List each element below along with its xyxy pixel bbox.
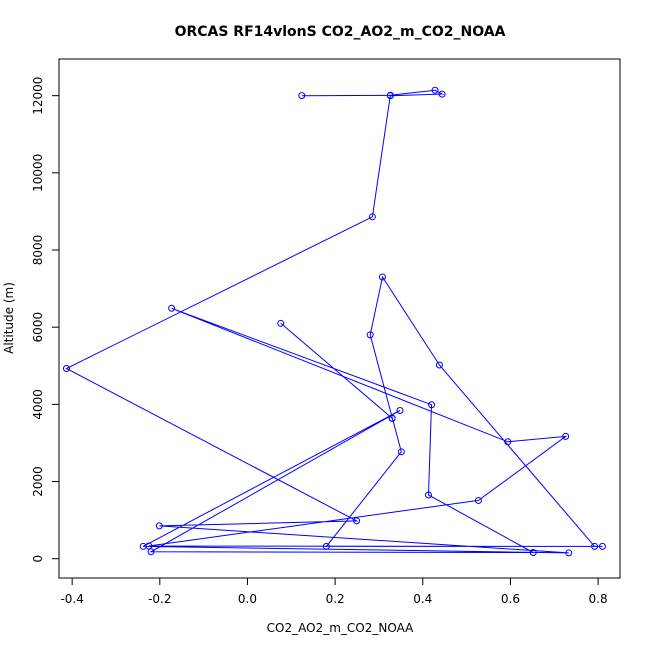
data-point — [431, 86, 439, 94]
x-axis: -0.4 -0.2 0.0 0.2 0.4 0.6 0.8 — [60, 577, 608, 606]
data-point — [397, 448, 405, 456]
y-tick-label: 10000 — [31, 154, 45, 192]
x-tick-label: 0.4 — [413, 592, 432, 606]
y-tick-label: 8000 — [31, 235, 45, 266]
data-point — [438, 90, 446, 98]
data-point — [147, 548, 155, 556]
series-line — [65, 89, 603, 554]
chart-title: ORCAS RF14vlonS CO2_AO2_m_CO2_NOAA — [175, 24, 506, 40]
data-point — [591, 542, 599, 550]
data-point — [353, 517, 361, 525]
data-point — [396, 407, 404, 415]
data-point — [62, 364, 70, 372]
series-line — [280, 322, 393, 419]
y-tick-label: 0 — [31, 555, 45, 563]
x-tick-label: 0.2 — [326, 592, 345, 606]
data-point — [388, 414, 396, 422]
data-point — [598, 542, 606, 550]
data-point — [298, 92, 306, 100]
data-point — [277, 319, 285, 327]
data-point — [368, 213, 376, 221]
data-point — [428, 401, 436, 409]
x-axis-label: CO2_AO2_m_CO2_NOAA — [267, 621, 414, 635]
data-point — [145, 542, 153, 550]
data-point — [474, 496, 482, 504]
data-point — [386, 92, 394, 100]
x-tick-label: 0.0 — [238, 592, 257, 606]
y-axis: 0 2000 4000 6000 8000 10000 12000 — [31, 77, 60, 563]
data-point — [322, 542, 330, 550]
data-point — [565, 549, 573, 557]
data-point — [366, 331, 374, 339]
y-tick-label: 4000 — [31, 389, 45, 420]
x-tick-label: 0.6 — [501, 592, 520, 606]
y-tick-label: 2000 — [31, 466, 45, 497]
data-point — [424, 491, 432, 499]
data-point — [562, 432, 570, 440]
y-axis-label: Altitude (m) — [2, 282, 16, 354]
y-tick-label: 6000 — [31, 312, 45, 343]
data-point — [435, 361, 443, 369]
data-point — [155, 522, 163, 530]
data-point — [529, 549, 537, 557]
x-tick-label: -0.2 — [148, 592, 171, 606]
series-layer — [62, 86, 606, 557]
x-tick-label: -0.4 — [60, 592, 83, 606]
y-tick-label: 12000 — [31, 77, 45, 115]
x-tick-label: 0.8 — [589, 592, 608, 606]
data-point — [378, 273, 386, 281]
data-point — [504, 438, 512, 446]
data-point — [168, 304, 176, 312]
